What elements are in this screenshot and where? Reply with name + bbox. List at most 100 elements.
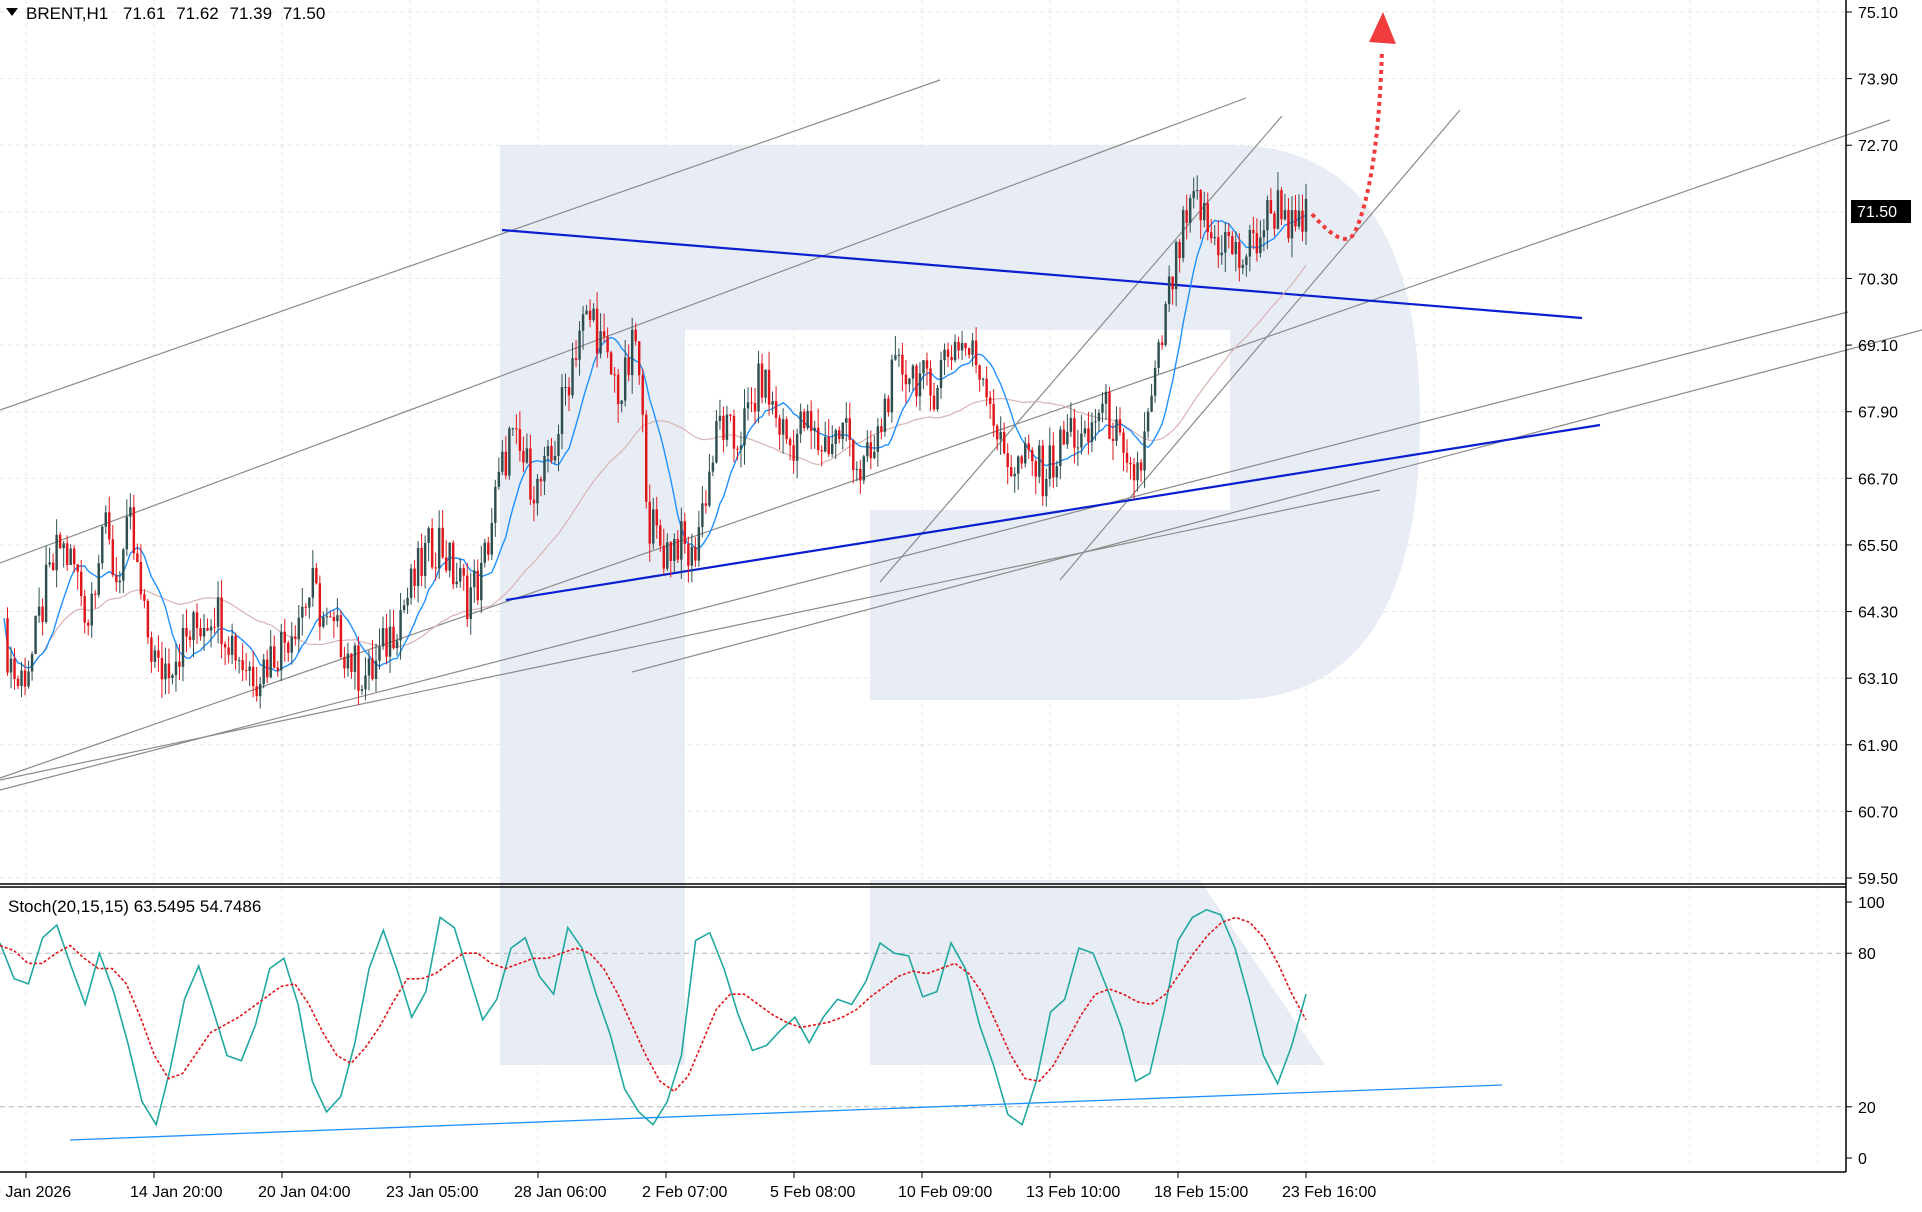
candle-body bbox=[606, 336, 609, 353]
dropdown-triangle-icon[interactable] bbox=[6, 8, 18, 16]
candle-body bbox=[613, 374, 616, 376]
candle-body bbox=[508, 428, 511, 476]
candle-body bbox=[108, 512, 111, 540]
candle-body bbox=[764, 369, 767, 398]
candle-body bbox=[848, 418, 851, 440]
candle-body bbox=[897, 354, 901, 356]
candle-body bbox=[325, 616, 329, 618]
candle-body bbox=[634, 329, 637, 342]
candle-body bbox=[971, 340, 974, 355]
candle-body bbox=[1269, 200, 1273, 214]
candle-body bbox=[118, 580, 122, 583]
candle-body bbox=[150, 637, 153, 662]
candle-body bbox=[985, 378, 988, 398]
candle-body bbox=[866, 442, 869, 457]
candle-body bbox=[1210, 232, 1213, 239]
candle-body bbox=[967, 348, 971, 355]
candle-body bbox=[1143, 431, 1146, 471]
candle-body bbox=[1146, 411, 1150, 432]
candle-body bbox=[1174, 241, 1178, 290]
candle-body bbox=[862, 456, 866, 481]
candle-body bbox=[701, 503, 704, 528]
candle-body bbox=[911, 365, 915, 379]
candle-body bbox=[529, 448, 532, 500]
candle-body bbox=[666, 542, 669, 569]
candle-body bbox=[887, 398, 890, 413]
price-tick-label: 63.10 bbox=[1858, 671, 1898, 688]
candle-body bbox=[974, 340, 978, 366]
low-value: 71.39 bbox=[229, 4, 272, 23]
candle-body bbox=[799, 411, 802, 435]
candle-body bbox=[1199, 190, 1202, 221]
channel-line bbox=[0, 119, 1891, 779]
candle-body bbox=[41, 606, 44, 623]
stoch-tick-label: 80 bbox=[1858, 946, 1876, 963]
time-tick-label: 23 Feb 16:00 bbox=[1282, 1184, 1376, 1201]
candle-body bbox=[539, 478, 543, 482]
stoch-main-line bbox=[0, 908, 1307, 1127]
candle-body bbox=[402, 605, 406, 611]
price-tick-label: 64.30 bbox=[1858, 605, 1898, 622]
candle-body bbox=[999, 431, 1002, 440]
candle-body bbox=[230, 635, 234, 655]
candle-body bbox=[132, 507, 136, 554]
candle-body bbox=[125, 516, 129, 550]
resistance-trendline bbox=[501, 228, 1583, 320]
candle-body bbox=[855, 468, 859, 470]
candle-body bbox=[1066, 431, 1069, 445]
stoch-label: Stoch(20,15,15) 63.5495 54.7486 bbox=[8, 897, 261, 916]
candle-body bbox=[1122, 432, 1125, 453]
candle-body bbox=[490, 522, 494, 555]
candle-body bbox=[1031, 450, 1034, 462]
candle-body bbox=[711, 462, 715, 472]
stoch-axis: 100 80 20 0 bbox=[1846, 895, 1885, 1168]
candle-body bbox=[683, 521, 687, 545]
candle-body bbox=[1213, 237, 1216, 239]
candle-body bbox=[223, 644, 227, 648]
candle-body bbox=[301, 606, 304, 618]
candle-body bbox=[652, 509, 655, 544]
candle-body bbox=[258, 683, 262, 697]
candle-body bbox=[111, 539, 115, 576]
price-tick-label: 73.90 bbox=[1858, 72, 1898, 89]
channel-line bbox=[0, 489, 1381, 781]
candle-body bbox=[792, 445, 795, 461]
candle-body bbox=[1006, 453, 1009, 468]
candle-body bbox=[399, 610, 402, 641]
candle-body bbox=[922, 360, 925, 374]
candle-body bbox=[69, 548, 72, 565]
candle-body bbox=[669, 542, 673, 561]
candle-body bbox=[1206, 203, 1209, 233]
candle-body bbox=[241, 660, 244, 671]
candle-body bbox=[364, 675, 367, 690]
candle-body bbox=[437, 527, 441, 569]
candle-body bbox=[381, 628, 385, 647]
candle-body bbox=[627, 357, 630, 376]
price-tick-label: 72.70 bbox=[1858, 138, 1898, 155]
candle-body bbox=[1111, 438, 1115, 441]
time-tick-label: 14 Jan 20:00 bbox=[130, 1184, 223, 1201]
candle-body bbox=[157, 650, 160, 658]
watermark-letter-leg bbox=[870, 880, 1325, 1065]
candle-body bbox=[129, 507, 132, 517]
candle-body bbox=[1076, 447, 1080, 449]
candle-body bbox=[1276, 190, 1280, 229]
time-tick-label: 2 Feb 07:00 bbox=[642, 1184, 728, 1201]
candle-body bbox=[199, 628, 202, 637]
candle-body bbox=[395, 640, 399, 649]
candle-body bbox=[497, 471, 501, 487]
candle-body bbox=[473, 570, 476, 588]
stochastic-oscillator bbox=[0, 908, 1503, 1141]
candle-body bbox=[718, 415, 722, 422]
candle-body bbox=[459, 568, 462, 582]
candle-body bbox=[722, 415, 725, 440]
candle-body bbox=[385, 628, 388, 657]
candle-body bbox=[883, 398, 887, 432]
candle-body bbox=[637, 341, 641, 376]
time-tick-label: 18 Feb 15:00 bbox=[1154, 1184, 1248, 1201]
candle-body bbox=[767, 369, 771, 405]
candle-body bbox=[308, 597, 311, 608]
candle-body bbox=[1160, 342, 1164, 346]
candle-body bbox=[1150, 395, 1153, 412]
candle-body bbox=[876, 426, 880, 452]
